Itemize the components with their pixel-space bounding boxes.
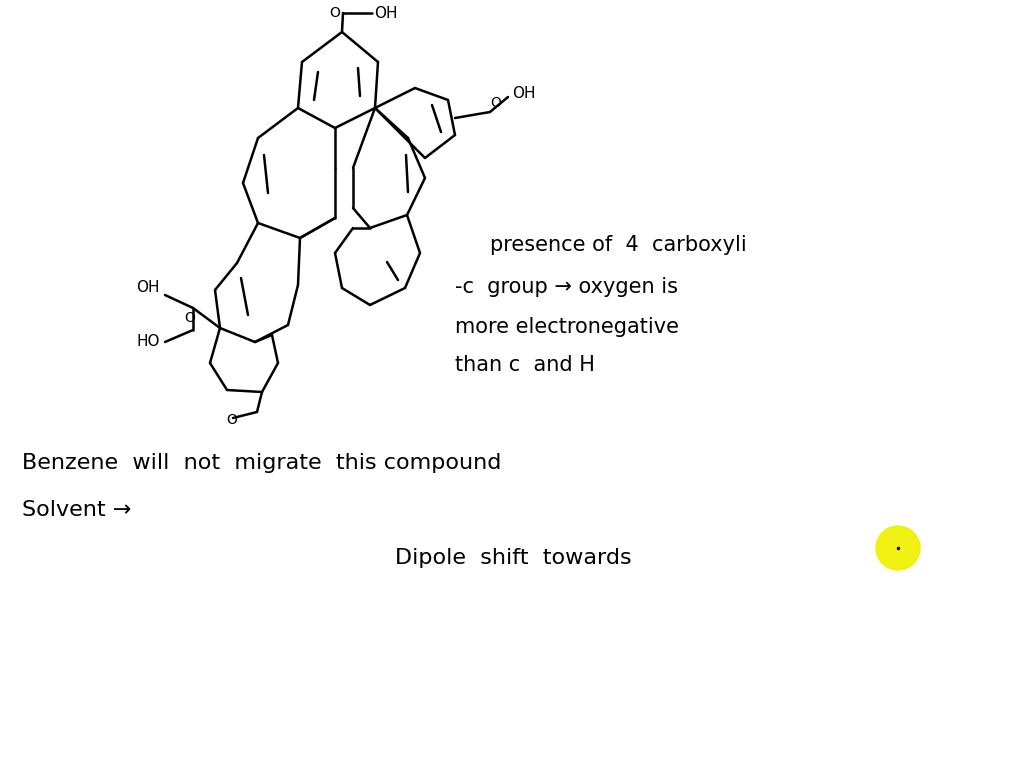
Text: -c  group → oxygen is: -c group → oxygen is (455, 277, 678, 297)
Text: O: O (184, 311, 196, 325)
Text: Dipole  shift  towards: Dipole shift towards (395, 548, 632, 568)
Text: OH: OH (374, 5, 397, 21)
Text: OH: OH (512, 85, 536, 101)
Text: than c  and H: than c and H (455, 355, 595, 375)
Text: more electronegative: more electronegative (455, 317, 679, 337)
Text: Benzene  will  not  migrate  this compound: Benzene will not migrate this compound (22, 453, 502, 473)
Text: Solvent →: Solvent → (22, 500, 131, 520)
Text: OH: OH (136, 280, 160, 296)
Text: presence of  4  carboxyli: presence of 4 carboxyli (490, 235, 746, 255)
Text: O: O (226, 413, 238, 427)
Text: O: O (329, 6, 340, 20)
Circle shape (876, 526, 920, 570)
Text: HO: HO (136, 335, 160, 349)
Text: O: O (490, 96, 501, 110)
